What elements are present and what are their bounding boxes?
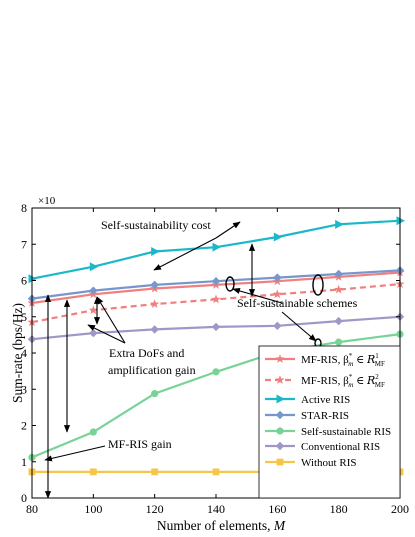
legend-entry: STAR-RIS: [265, 410, 349, 422]
legend-label: Self-sustainable RIS: [301, 426, 391, 438]
y-tick-label: 2: [21, 419, 27, 433]
annotation-arrow: [44, 445, 106, 462]
annotation-arrow: [87, 324, 126, 344]
data-point: [28, 274, 37, 284]
annotation-arrow: [281, 311, 317, 342]
y-tick-label: 5: [21, 310, 27, 324]
legend-label: Conventional RIS: [301, 441, 380, 453]
data-point: [212, 468, 220, 476]
x-tick-label: 80: [26, 502, 38, 516]
x-tick-label: 160: [268, 502, 286, 516]
y-tick-label: 3: [21, 382, 27, 396]
data-point: [275, 354, 285, 363]
data-point: [88, 305, 98, 315]
data-point: [335, 338, 343, 346]
data-point: [335, 219, 344, 229]
legend-entry: MF-RIS, β* m ∈ R2 MF: [265, 373, 385, 389]
data-point: [150, 280, 159, 290]
y-tick-label: 1: [21, 455, 27, 469]
data-point: [211, 322, 221, 332]
data-point: [334, 269, 343, 279]
data-point: [89, 328, 98, 338]
data-point: [89, 286, 98, 295]
data-point: [150, 299, 160, 308]
data-point: [211, 294, 221, 304]
data-point: [272, 289, 282, 299]
legend-entry: Conventional RIS: [265, 441, 380, 453]
annotation-text: amplification gain: [108, 363, 196, 377]
y-tick-label: 0: [21, 491, 27, 505]
data-point: [276, 458, 284, 466]
legend-label: Active RIS: [301, 394, 350, 406]
data-point: [275, 375, 285, 384]
data-point: [275, 441, 285, 451]
annotation-ellipse: [225, 276, 235, 292]
y-tick-label: 8: [21, 201, 27, 215]
annotation-text: MF-RIS gain: [108, 437, 172, 451]
data-point: [396, 216, 405, 226]
legend-label: STAR-RIS: [301, 410, 349, 422]
annotation-ellipse: [312, 274, 324, 296]
y-tick-label: 4: [21, 346, 27, 360]
annotation-arrow: [215, 221, 241, 239]
data-point: [273, 232, 283, 242]
data-point: [212, 242, 221, 252]
data-point: [150, 325, 159, 334]
annotation-text: Extra DoFs and: [109, 346, 184, 360]
data-point: [273, 321, 282, 331]
legend-label: Without RIS: [301, 457, 356, 469]
legend-entry: MF-RIS, β* m ∈ R1 MF: [265, 352, 385, 368]
annotation-arrow: [96, 296, 126, 344]
data-point: [334, 316, 343, 326]
data-point: [89, 428, 97, 436]
data-point: [89, 468, 97, 476]
legend-label: MF-RIS, β* m ∈ R1 MF: [301, 352, 385, 368]
series-active-ris: [28, 216, 405, 284]
data-point: [151, 390, 159, 398]
data-point: [273, 273, 282, 282]
data-point: [211, 277, 221, 286]
data-point: [276, 427, 284, 435]
data-point: [275, 410, 285, 420]
x-tick-label: 140: [207, 502, 225, 516]
data-point: [89, 262, 99, 272]
y-tick-label: 6: [21, 274, 27, 288]
y-tick-label: 7: [21, 237, 27, 251]
legend-label: MF-RIS, β* m ∈ R2 MF: [301, 373, 385, 389]
annotation-text: Self-sustainable schemes: [237, 296, 358, 310]
legend-entry: Active RIS: [265, 394, 350, 406]
y-multiplier: ×10: [38, 195, 56, 207]
legend-entry: Without RIS: [265, 457, 356, 469]
data-point: [276, 394, 285, 404]
data-point: [151, 468, 159, 476]
y-axis-title: Sum-rate (bps/Hz): [10, 303, 25, 403]
data-point: [151, 247, 160, 256]
annotation-arrow: [232, 287, 283, 304]
x-tick-label: 180: [330, 502, 348, 516]
legend: MF-RIS, β* m ∈ R1 MF MF-RIS, β* m ∈ R2 MF Acti…: [258, 345, 401, 499]
data-point: [334, 284, 344, 294]
x-axis-title: Number of elements, M: [157, 518, 286, 533]
x-tick-label: 200: [391, 502, 409, 516]
annotation-arrow: [153, 237, 217, 271]
x-tick-label: 100: [84, 502, 102, 516]
annotation-layer: Self-sustainability cost Self-sustainable…: [44, 218, 358, 499]
legend-box: [258, 345, 401, 499]
axes-layer: 80 100 120 140 160 180 200 0 1 2 3 4 5 6 7 8: [21, 201, 409, 516]
x-tick-label: 120: [146, 502, 164, 516]
data-point: [212, 368, 220, 376]
annotation-text: Self-sustainability cost: [101, 218, 211, 232]
legend-entry: Self-sustainable RIS: [265, 426, 391, 438]
